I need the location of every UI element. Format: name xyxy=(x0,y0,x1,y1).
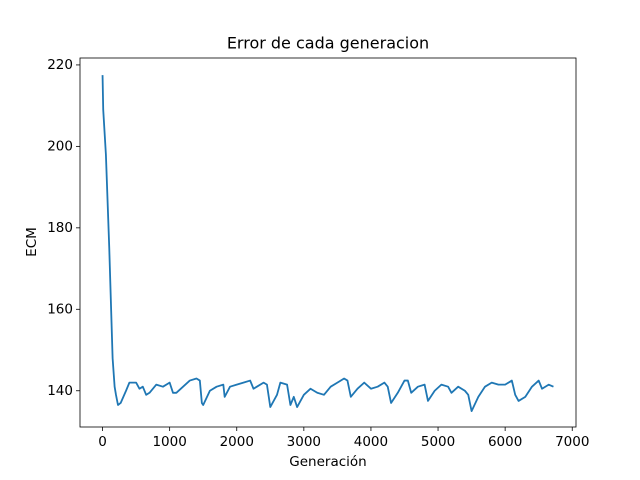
plot-frame xyxy=(79,57,577,428)
x-tick-label: 2000 xyxy=(220,434,254,450)
x-tick-label: 4000 xyxy=(354,434,388,450)
x-tick-label: 6000 xyxy=(488,434,522,450)
x-axis-label: Generación xyxy=(289,454,366,470)
y-tick-label: 180 xyxy=(47,220,73,236)
x-tick-label: 3000 xyxy=(287,434,321,450)
x-tick-label: 7000 xyxy=(555,434,589,450)
y-tick-label: 220 xyxy=(47,57,73,73)
y-axis-label: ECM xyxy=(24,227,40,257)
y-tick-label: 200 xyxy=(47,138,73,154)
x-tick-label: 5000 xyxy=(421,434,455,450)
data-line xyxy=(101,75,554,413)
x-tick-label: 0 xyxy=(98,434,107,450)
y-tick-label: 140 xyxy=(47,383,73,399)
chart-title: Error de cada generacion xyxy=(227,34,429,53)
x-tick-label: 1000 xyxy=(152,434,186,450)
y-tick-label: 160 xyxy=(47,301,73,317)
